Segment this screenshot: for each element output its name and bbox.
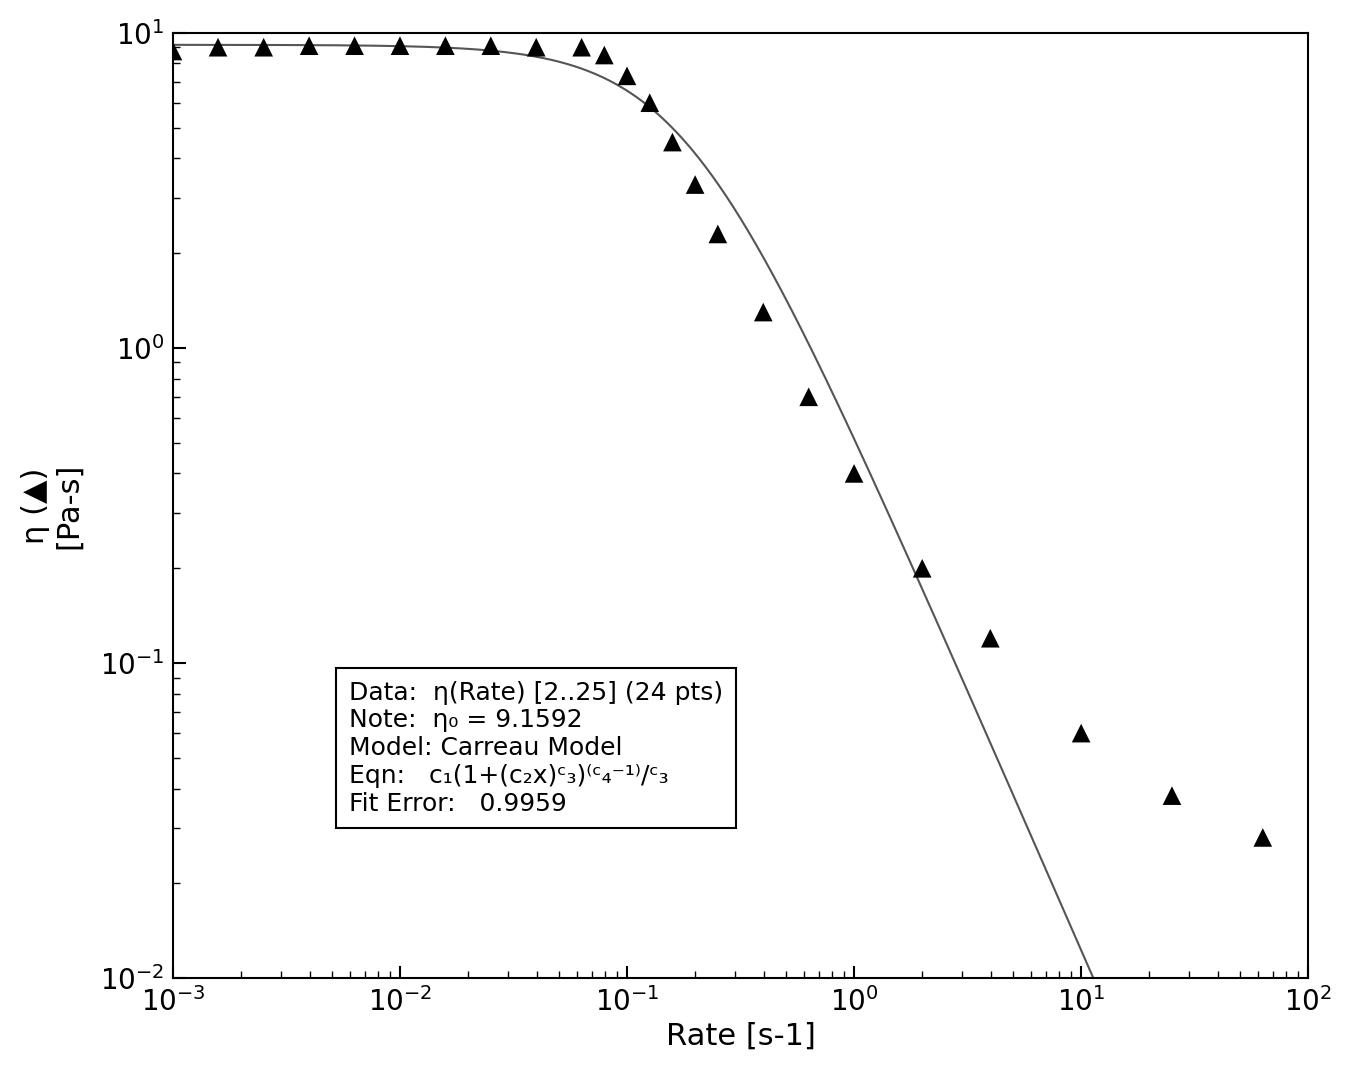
Point (434, 38, 456, 55)
Point (1070, 725, 1092, 742)
Point (525, 39, 547, 56)
Point (1161, 787, 1183, 804)
Point (253, 39, 275, 56)
Point (752, 303, 774, 321)
Point (980, 629, 1001, 646)
Point (594, 46, 616, 63)
Point (390, 38, 411, 55)
Point (571, 39, 593, 56)
Point (480, 38, 502, 55)
Point (662, 134, 683, 151)
X-axis label: Rate [s-1]: Rate [s-1] (666, 1023, 816, 1052)
Point (298, 38, 319, 55)
Point (162, 43, 184, 60)
Point (616, 68, 637, 85)
Point (685, 176, 706, 193)
Point (344, 38, 365, 55)
Point (843, 465, 865, 482)
Y-axis label: η (▲)
[Pa-s]: η (▲) [Pa-s] (20, 462, 84, 549)
Point (207, 39, 229, 56)
Point (912, 560, 934, 577)
Point (1252, 829, 1273, 846)
Point (798, 388, 820, 405)
Point (639, 94, 660, 111)
Point (708, 225, 729, 242)
Text: Data:  η(Rate) [2..25] (24 pts)
Note:  η₀ = 9.1592
Model: Carreau Model
Eqn:   c: Data: η(Rate) [2..25] (24 pts) Note: η₀ … (349, 681, 723, 816)
